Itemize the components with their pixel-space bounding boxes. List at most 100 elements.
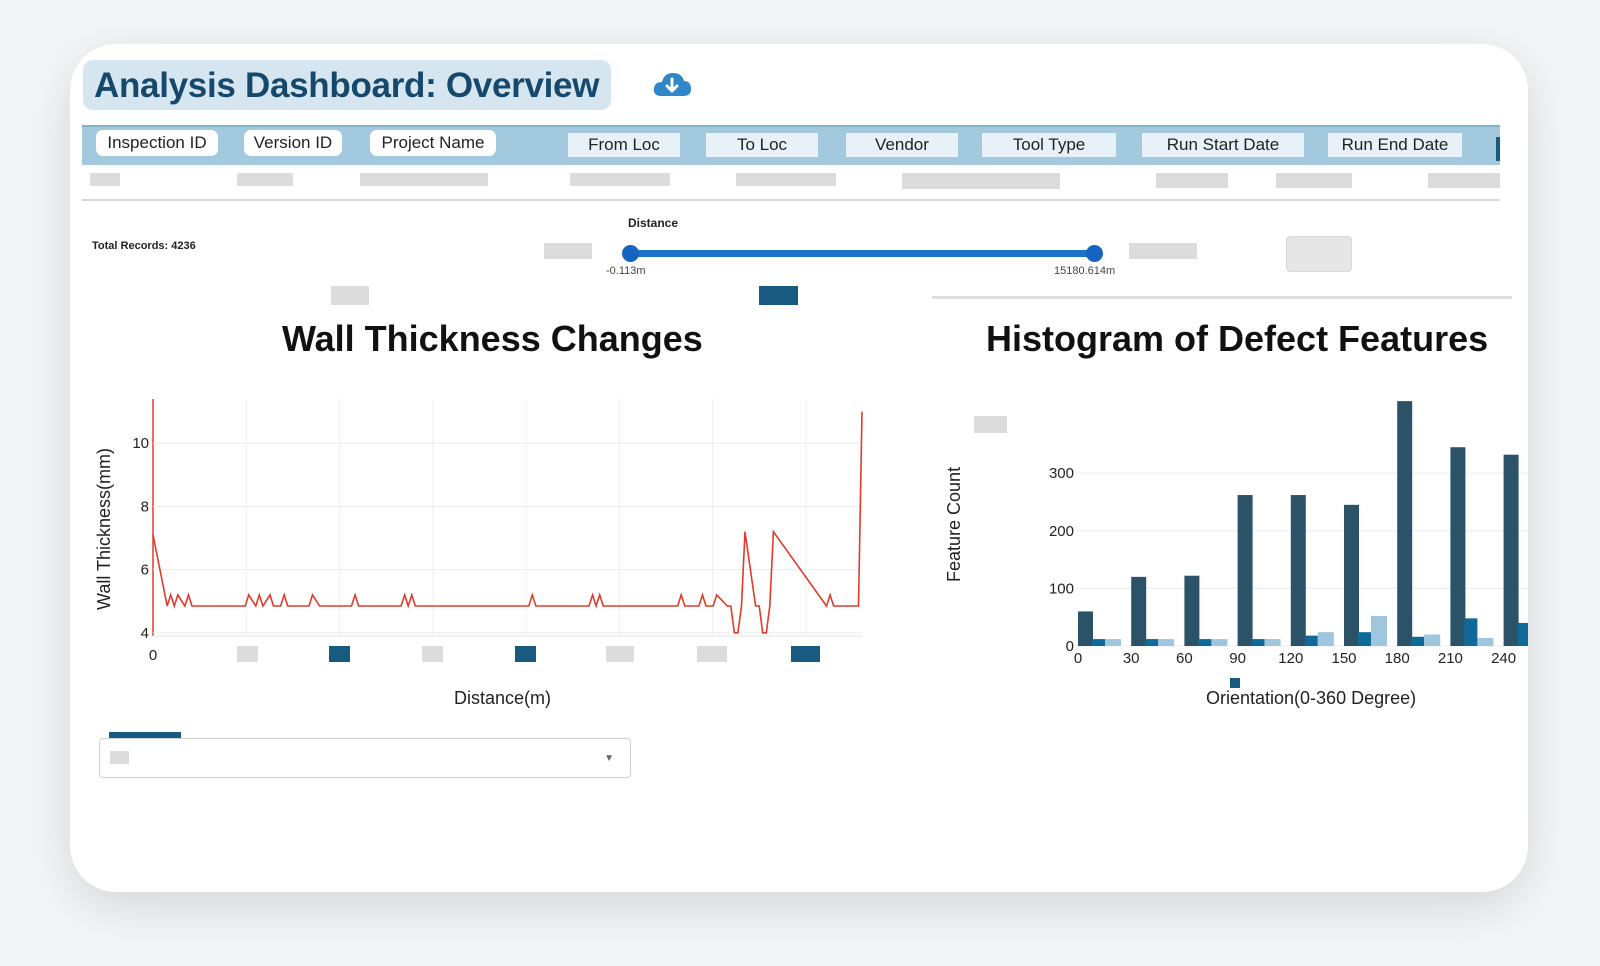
histogram-bar [1317,632,1334,646]
histogram-bar [1503,454,1519,646]
histogram-bar [1092,639,1105,646]
placeholder-tick [515,646,536,662]
placeholder-block [331,286,369,305]
wall-chart-title: Wall Thickness Changes [282,318,703,359]
hist-y-axis-label: Feature Count [944,466,964,582]
distance-slider-label: Distance [628,216,679,230]
title-pill [83,60,611,110]
x-tick: 60 [1176,650,1193,667]
column-project-name[interactable]: Project Name [370,130,496,156]
x-tick: 180 [1385,650,1410,667]
placeholder-cell [1156,173,1228,188]
histogram-bar [1304,635,1318,646]
y-tick: 4 [141,625,149,642]
scrollbar-edge [1496,137,1500,161]
x-tick: 0 [1074,650,1082,667]
placeholder-cell [90,173,120,186]
y-tick: 100 [1049,580,1074,597]
histogram-bar [1078,611,1093,646]
histogram-bar [1290,495,1306,646]
histogram-bar [1131,576,1147,646]
histogram-bar [1464,618,1478,646]
selection-dropdown[interactable]: ▼ [99,738,631,778]
column-tool-type[interactable]: Tool Type [982,133,1116,157]
divider [932,296,1512,299]
histogram-bar [1411,636,1425,646]
x-tick: 210 [1438,650,1463,667]
column-inspection-id[interactable]: Inspection ID [96,130,218,156]
placeholder-tick [697,646,727,662]
x-tick: 150 [1331,650,1356,667]
placeholder-tick [329,646,350,662]
column-run-start-date[interactable]: Run Start Date [1142,133,1304,157]
x-tick: 240 [1491,650,1516,667]
distance-slider-track[interactable] [630,250,1094,257]
y-tick: 10 [132,435,149,452]
wall-thickness-chart: 4 6 8 10 0 [132,399,863,664]
column-run-end-date[interactable]: Run End Date [1328,133,1462,157]
histogram-bar [1211,639,1228,646]
y-tick: 0 [1066,638,1074,655]
histogram-bar [1264,639,1281,646]
hist-x-axis-label: Orientation(0-360 Degree) [1206,688,1417,708]
total-records: Total Records: 4236 [92,240,196,252]
y-tick: 6 [141,562,149,579]
column-from-loc[interactable]: From Loc [568,133,680,157]
placeholder-tick [237,646,258,662]
y-tick: 200 [1049,523,1074,540]
wall-y-axis-label: Wall Thickness(mm) [94,447,114,610]
placeholder-cell [237,173,293,186]
placeholder-cell [1276,173,1352,188]
table-header: Inspection ID Version ID Project Name Fr… [82,125,1500,167]
column-to-loc[interactable]: To Loc [706,133,818,157]
chevron-down-icon[interactable]: ▼ [604,753,614,764]
placeholder-value [110,751,129,764]
histogram-bar [1251,639,1265,646]
placeholder-tick [791,646,820,662]
hist-chart-title: Histogram of Defect Features [986,318,1489,359]
histogram-bar [1424,634,1441,646]
distance-slider-max-handle[interactable] [1086,245,1103,262]
histogram-bar [1397,401,1413,646]
placeholder-tick [422,646,443,662]
wall-x-axis-label: Distance(m) [454,688,552,708]
histogram-bar [1237,495,1253,646]
apply-button[interactable] [1286,236,1352,272]
histogram-bar [1477,637,1494,646]
placeholder-cell [570,173,670,186]
placeholder-block [759,286,798,305]
histogram-bar [1145,639,1159,646]
placeholder-cell [360,173,488,186]
column-version-id[interactable]: Version ID [244,130,342,156]
histogram-bar [1105,639,1121,646]
distance-max-label: 15180.614m [1054,265,1116,277]
page-title: Analysis Dashboard: Overview [94,66,600,105]
placeholder-legend [974,416,1007,433]
x-tick: 30 [1123,650,1140,667]
y-tick: 8 [141,498,149,515]
histogram-bar [1517,622,1528,646]
histogram-bar [1358,632,1371,646]
histogram-bar [1184,575,1200,646]
wall-thickness-line [152,411,863,634]
placeholder-input [544,243,592,259]
histogram-bar [1344,504,1359,646]
distance-slider-min-handle[interactable] [622,245,639,262]
placeholder-input [1129,243,1197,259]
histogram-bar [1450,447,1466,646]
placeholder-cell [902,173,1060,189]
cloud-download-icon[interactable] [652,70,692,100]
column-vendor[interactable]: Vendor [846,133,958,157]
y-tick: 300 [1049,465,1074,482]
table-row[interactable] [82,165,1500,201]
placeholder-tick [606,646,634,662]
distance-min-label: -0.113m [606,265,646,277]
dashboard-card: Analysis Dashboard: Overview Inspection … [70,44,1528,892]
x-tick: 90 [1229,650,1246,667]
x-tick: 120 [1278,650,1303,667]
legend-marker [1230,678,1240,688]
histogram-bar [1198,639,1212,646]
histogram-bar [1371,616,1387,646]
placeholder-cell [736,173,836,186]
